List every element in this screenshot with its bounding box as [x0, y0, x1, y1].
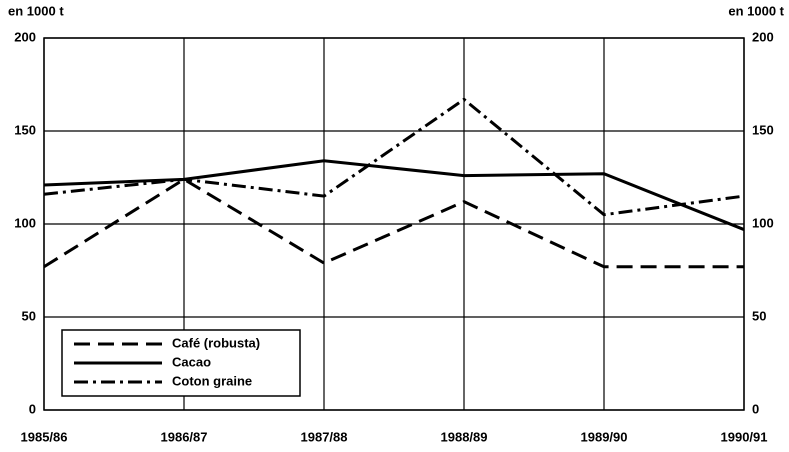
x-tick-label: 1987/88 — [301, 429, 348, 444]
y-tick-label: 50 — [22, 308, 36, 323]
x-tick-label: 1989/90 — [581, 429, 628, 444]
y2-tick-label: 200 — [752, 29, 774, 44]
y-tick-label: 100 — [14, 215, 36, 230]
y2-tick-label: 0 — [752, 401, 759, 416]
y2-tick-label: 150 — [752, 122, 774, 137]
x-tick-label: 1988/89 — [441, 429, 488, 444]
series-line — [43, 97, 745, 217]
x-tick-label: 1986/87 — [161, 429, 208, 444]
y-tick-label: 150 — [14, 122, 36, 137]
plot-frame — [43, 37, 745, 411]
series-line — [43, 177, 744, 269]
legend-label: Cacao — [172, 354, 211, 369]
x-tick-label: 1990/91 — [721, 429, 768, 444]
y2-axis-label: en 1000 t — [728, 3, 784, 18]
y-tick-label: 200 — [14, 29, 36, 44]
x-tick-label: 1985/86 — [21, 429, 68, 444]
legend-label: Coton graine — [172, 373, 252, 388]
y2-tick-label: 50 — [752, 308, 766, 323]
series-line — [43, 159, 745, 231]
legend-label: Café (robusta) — [172, 335, 260, 350]
y2-tick-label: 100 — [752, 215, 774, 230]
y-axis-label: en 1000 t — [8, 3, 64, 18]
y-tick-label: 0 — [29, 401, 36, 416]
